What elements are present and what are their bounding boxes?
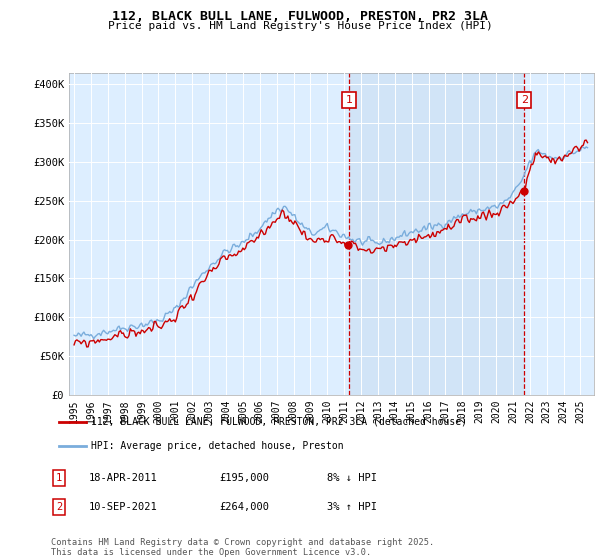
Text: 1: 1 [346, 95, 353, 105]
Text: 1: 1 [56, 473, 62, 483]
Text: 10-SEP-2021: 10-SEP-2021 [89, 502, 158, 512]
Text: £195,000: £195,000 [219, 473, 269, 483]
Text: 2: 2 [56, 502, 62, 512]
Text: Price paid vs. HM Land Registry's House Price Index (HPI): Price paid vs. HM Land Registry's House … [107, 21, 493, 31]
Text: 8% ↓ HPI: 8% ↓ HPI [327, 473, 377, 483]
Text: Contains HM Land Registry data © Crown copyright and database right 2025.
This d: Contains HM Land Registry data © Crown c… [51, 538, 434, 557]
Bar [349, 73, 524, 395]
Text: 2: 2 [521, 95, 528, 105]
Text: 18-APR-2011: 18-APR-2011 [89, 473, 158, 483]
Text: 112, BLACK BULL LANE, FULWOOD, PRESTON, PR2 3LA: 112, BLACK BULL LANE, FULWOOD, PRESTON, … [112, 10, 488, 23]
Text: £264,000: £264,000 [219, 502, 269, 512]
Text: 3% ↑ HPI: 3% ↑ HPI [327, 502, 377, 512]
Text: HPI: Average price, detached house, Preston: HPI: Average price, detached house, Pres… [91, 441, 344, 451]
Text: 112, BLACK BULL LANE, FULWOOD, PRESTON, PR2 3LA (detached house): 112, BLACK BULL LANE, FULWOOD, PRESTON, … [91, 417, 467, 427]
